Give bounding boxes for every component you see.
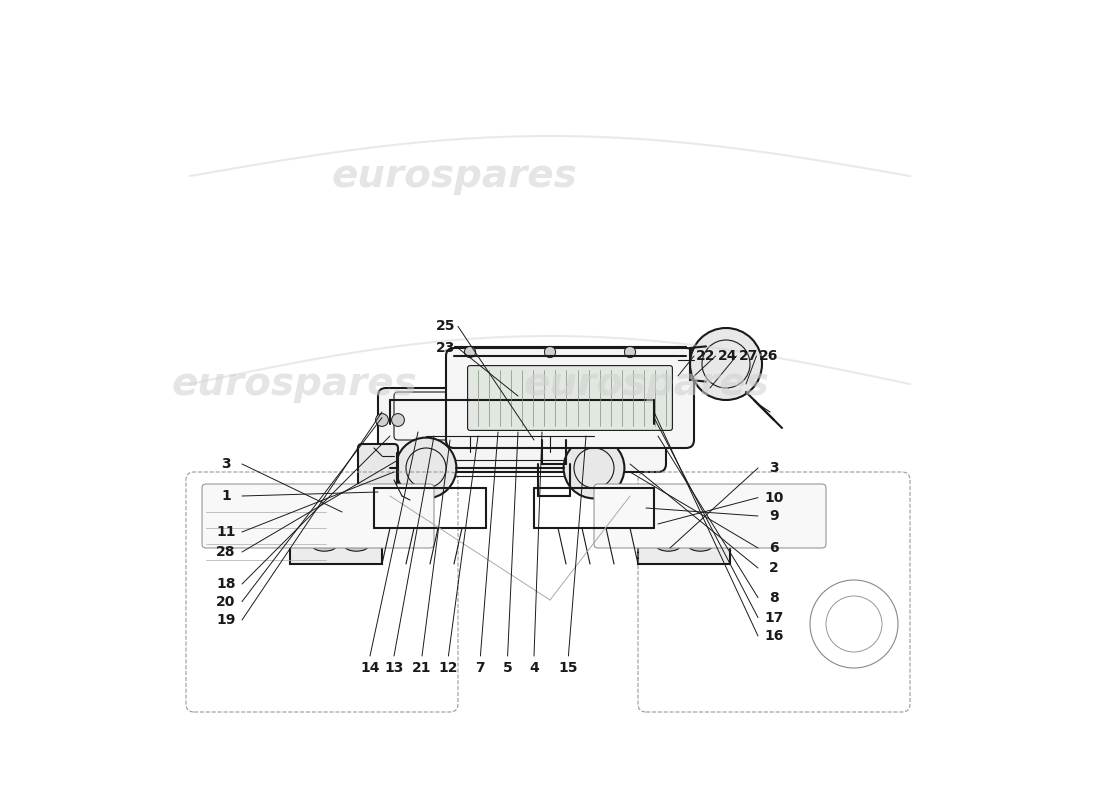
Text: 6: 6 [769, 541, 779, 555]
Ellipse shape [344, 520, 372, 533]
Text: eurospares: eurospares [524, 365, 769, 403]
Ellipse shape [657, 487, 681, 498]
Text: 20: 20 [217, 594, 235, 609]
Circle shape [544, 346, 556, 358]
Circle shape [563, 438, 625, 498]
Circle shape [624, 414, 637, 426]
Circle shape [396, 438, 456, 498]
Text: 3: 3 [769, 461, 779, 475]
Text: 27: 27 [739, 349, 758, 363]
Ellipse shape [344, 502, 372, 515]
FancyBboxPatch shape [358, 444, 398, 492]
Text: 14: 14 [361, 661, 379, 675]
FancyBboxPatch shape [446, 348, 694, 448]
FancyBboxPatch shape [202, 484, 434, 548]
Text: 2: 2 [769, 561, 779, 575]
Circle shape [639, 414, 652, 426]
Ellipse shape [312, 522, 337, 534]
Ellipse shape [657, 540, 681, 551]
Ellipse shape [344, 487, 369, 498]
Text: 26: 26 [759, 349, 778, 363]
Text: 10: 10 [764, 490, 783, 505]
Circle shape [375, 414, 388, 426]
Ellipse shape [689, 540, 713, 551]
Text: 4: 4 [529, 661, 539, 675]
Ellipse shape [304, 502, 332, 515]
Ellipse shape [344, 485, 372, 498]
Text: 21: 21 [412, 661, 431, 675]
Text: 22: 22 [696, 349, 716, 363]
Text: 7: 7 [475, 661, 485, 675]
Ellipse shape [304, 485, 332, 498]
Ellipse shape [344, 538, 372, 550]
Ellipse shape [312, 540, 337, 551]
Text: 17: 17 [764, 610, 783, 625]
Text: 18: 18 [217, 577, 235, 591]
Circle shape [656, 414, 669, 426]
Ellipse shape [689, 522, 713, 534]
Ellipse shape [344, 522, 369, 534]
Ellipse shape [344, 505, 369, 516]
Text: 5: 5 [503, 661, 513, 675]
FancyBboxPatch shape [378, 388, 666, 472]
Text: 28: 28 [217, 545, 235, 559]
Text: eurospares: eurospares [331, 157, 576, 195]
FancyBboxPatch shape [638, 488, 730, 564]
Text: 23: 23 [437, 341, 455, 355]
Text: 16: 16 [764, 629, 783, 643]
Text: 8: 8 [769, 590, 779, 605]
Ellipse shape [344, 540, 369, 551]
Text: 9: 9 [769, 509, 779, 523]
Text: 24: 24 [718, 349, 737, 363]
FancyBboxPatch shape [468, 366, 672, 430]
Text: 15: 15 [559, 661, 579, 675]
Ellipse shape [657, 522, 681, 534]
Circle shape [464, 346, 475, 358]
Ellipse shape [312, 487, 337, 498]
Text: 3: 3 [221, 457, 231, 471]
Ellipse shape [689, 487, 713, 498]
Ellipse shape [312, 505, 337, 516]
FancyBboxPatch shape [594, 484, 826, 548]
Circle shape [625, 346, 636, 358]
Ellipse shape [689, 505, 713, 516]
Text: 1: 1 [221, 489, 231, 503]
Text: 12: 12 [439, 661, 458, 675]
Text: 25: 25 [437, 319, 455, 334]
Ellipse shape [657, 505, 681, 516]
Text: 19: 19 [217, 613, 235, 627]
Circle shape [392, 414, 405, 426]
FancyBboxPatch shape [290, 488, 382, 564]
Ellipse shape [304, 538, 332, 550]
Circle shape [690, 328, 762, 400]
Text: 11: 11 [217, 525, 235, 539]
Ellipse shape [304, 520, 332, 533]
Text: eurospares: eurospares [172, 365, 417, 403]
Text: 13: 13 [384, 661, 404, 675]
